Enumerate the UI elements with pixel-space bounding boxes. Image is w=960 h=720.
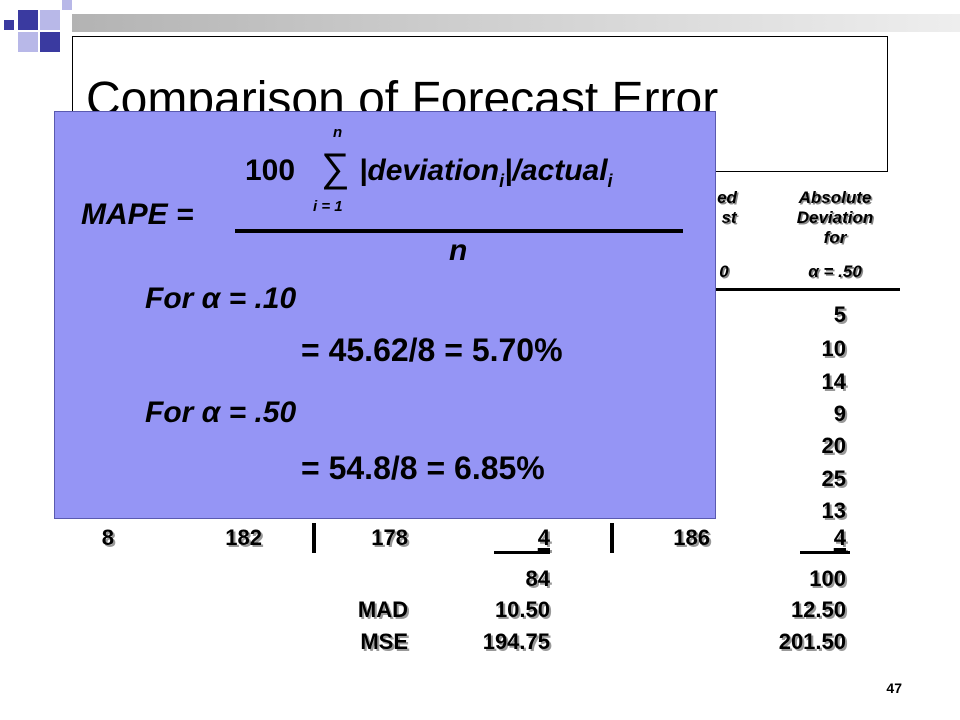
abs-dev-a50-8: 4	[833, 525, 846, 550]
corner-square-dark-3	[4, 20, 14, 30]
numerator-coefficient: 100	[245, 154, 296, 187]
corner-square-dark-1	[18, 10, 38, 30]
numerator-deviation: |deviationi|/actuali	[359, 154, 613, 192]
sum-rule-a10	[494, 551, 550, 554]
header-bar	[72, 14, 960, 32]
numerator-deviation-sub: i	[499, 171, 505, 191]
abs-dev-a50-row-6: 25	[821, 466, 846, 491]
sum-lower-limit: i = 1	[313, 198, 343, 215]
mse-a50: 201.50	[778, 629, 846, 654]
mape-formula-panel: n 100 ∑ |deviationi|/actuali i = 1 MAPE …	[54, 111, 716, 519]
numerator-actual-sub: i	[607, 171, 613, 191]
abs-dev-a10-8: 4	[537, 525, 550, 550]
header-forecast-partial-1: ed	[717, 188, 737, 207]
case-alpha-10-label: For α = .10	[145, 282, 297, 315]
header-forecast-partial-3: 0	[719, 262, 729, 281]
header-forecast-partial-2: st	[721, 208, 737, 227]
fraction-bar	[235, 229, 683, 233]
corner-square-dark-2	[40, 32, 60, 52]
abs-dev-a50-row-1: 5	[833, 302, 846, 327]
abs-dev-a50-row-3: 14	[821, 369, 846, 394]
sum-a10: 84	[525, 566, 550, 591]
corner-square-light-2	[18, 32, 38, 52]
header-rule	[716, 288, 900, 291]
abs-dev-a50-row-2: 10	[821, 336, 846, 361]
abs-dev-a50-row-4: 9	[833, 401, 846, 426]
sum-rule-a50	[800, 551, 850, 554]
header-abs-dev-line-1: Absolute	[798, 188, 872, 207]
column-divider-2	[610, 523, 614, 553]
sum-upper-limit: n	[333, 124, 343, 141]
mape-lhs: MAPE =	[81, 198, 194, 231]
quarter-8: 8	[101, 525, 114, 550]
mad-label: MAD	[357, 597, 408, 622]
denominator-n: n	[449, 234, 468, 267]
mse-label: MSE	[360, 629, 408, 654]
sigma-symbol: ∑	[321, 146, 350, 190]
case-alpha-50-label: For α = .50	[145, 396, 297, 429]
header-abs-dev-line-4: α = .50	[808, 262, 862, 281]
forecast-a50-8: 186	[673, 525, 710, 550]
page-number: 47	[886, 680, 902, 696]
header-abs-dev-line-3: for	[823, 228, 847, 247]
abs-dev-a50-row-5: 20	[821, 433, 846, 458]
actual-8: 182	[225, 525, 262, 550]
header-abs-dev-line-2: Deviation	[796, 208, 874, 227]
numerator-deviation-text: |deviation	[359, 154, 500, 187]
column-divider-1	[312, 523, 316, 553]
abs-dev-a50-row-7: 13	[821, 498, 846, 523]
numerator-actual-text: |/actual	[504, 154, 608, 187]
corner-square-light-1	[40, 10, 60, 30]
mad-a50: 12.50	[790, 597, 846, 622]
case-alpha-50-result: = 54.8/8 = 6.85%	[301, 450, 545, 486]
forecast-a10-8: 178	[371, 525, 408, 550]
sum-a50: 100	[809, 566, 846, 591]
case-alpha-10-result: = 45.62/8 = 5.70%	[301, 332, 563, 368]
mad-a10: 10.50	[494, 597, 550, 622]
mse-a10: 194.75	[482, 629, 550, 654]
corner-square-light-3	[62, 0, 72, 10]
